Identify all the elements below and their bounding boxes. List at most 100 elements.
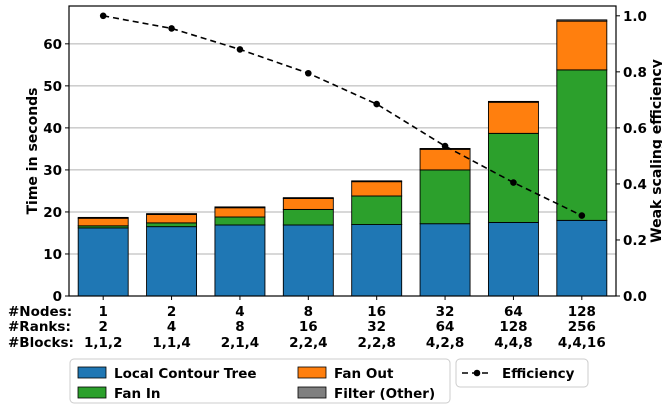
x-tick-label-nodes: 2	[167, 304, 176, 320]
efficiency-point	[99, 12, 107, 20]
efficiency-point	[373, 100, 380, 108]
bar-segment-filter-other	[214, 206, 266, 209]
bar-segment-fan-in	[351, 195, 403, 226]
efficiency-point	[441, 142, 449, 150]
y2-tick-label: 0.0	[623, 289, 647, 305]
y2-tick-label: 0.4	[623, 177, 647, 193]
x-tick-label-ranks: 256	[568, 319, 596, 335]
row-label-ranks: #Ranks:	[8, 319, 71, 335]
y-tick-label: 40	[43, 121, 62, 137]
legend-label: Local Contour Tree	[114, 366, 257, 382]
legend-efficiency-marker	[473, 369, 481, 377]
bar-segment-local-contour-tree	[282, 224, 334, 297]
efficiency-point	[236, 46, 244, 53]
y2-tick-label: 0.6	[623, 121, 647, 137]
bar-segment-fan-out	[351, 181, 403, 197]
x-tick-label-blocks: 1,1,4	[152, 335, 190, 351]
y2-axis-label: Weak scaling efficiency	[649, 59, 662, 243]
row-label-nodes: #Nodes:	[8, 304, 72, 320]
y2-tick-label: 1.0	[623, 9, 647, 25]
bar-segment-fan-out	[487, 101, 539, 134]
x-tick-label-ranks: 4	[167, 319, 176, 335]
bar-segment-fan-in	[556, 69, 608, 221]
x-tick-label-ranks: 2	[98, 319, 107, 335]
y-axis-label: Time in seconds	[25, 87, 41, 214]
legend-label: Efficiency	[502, 366, 575, 382]
legend-box-efficiency	[455, 358, 589, 388]
bar-segment-fan-out	[556, 20, 608, 71]
legend-swatch	[77, 366, 107, 379]
y-tick-label: 60	[43, 37, 62, 53]
legend-label: Fan Out	[334, 366, 394, 382]
bar-segment-local-contour-tree	[146, 226, 198, 297]
right-axis-ticks: 0.0 0.2 0.4 0.6 0.8 1.0	[616, 9, 647, 305]
y-tick-label: 20	[43, 205, 62, 221]
bar-segment-local-contour-tree	[487, 221, 539, 297]
bar-segment-fan-in	[282, 208, 334, 226]
x-tick-label-blocks: 2,2,8	[357, 335, 395, 351]
efficiency-line-path	[103, 15, 583, 217]
row-label-blocks: #Blocks:	[8, 335, 74, 351]
bar-segment-fan-out	[282, 198, 334, 210]
x-tick-label-ranks: 8	[235, 319, 244, 335]
bar-segment-filter-other	[282, 197, 334, 199]
x-tick-label-nodes: 4	[235, 304, 244, 320]
y-tick-label: 50	[43, 79, 62, 95]
efficiency-line	[99, 12, 586, 219]
bar-segment-filter-other	[351, 180, 403, 183]
x-tick-label-ranks: 32	[367, 319, 386, 335]
x-tick-label-blocks: 4,4,16	[558, 335, 606, 351]
bar-segment-filter-other	[487, 100, 539, 103]
y-tick-label: 10	[43, 247, 62, 263]
y-tick-label: 0	[53, 289, 62, 305]
x-tick-label-nodes: 16	[367, 304, 386, 320]
legend-label: Fan In	[114, 386, 161, 402]
x-tick-label-blocks: 4,2,8	[426, 335, 464, 351]
x-tick-label-ranks: 64	[436, 319, 455, 335]
bar-segment-filter-other	[556, 19, 608, 22]
x-tick-label-nodes: 64	[504, 304, 523, 320]
legend-label: Filter (Other)	[334, 386, 435, 402]
efficiency-point	[168, 25, 175, 32]
x-axis-ticks: 121,1,2241,1,4482,1,48162,2,416322,2,832…	[8, 296, 606, 351]
bar-segment-local-contour-tree	[419, 223, 471, 297]
x-tick-label-blocks: 2,2,4	[289, 335, 327, 351]
x-tick-label-blocks: 4,4,8	[494, 335, 532, 351]
bar-segment-fan-out	[146, 214, 198, 224]
y2-tick-label: 0.2	[623, 233, 647, 249]
bar-segment-local-contour-tree	[77, 227, 129, 297]
bar-segment-fan-in	[487, 132, 539, 223]
bar-segment-fan-out	[77, 217, 129, 227]
bar-segment-fan-in	[214, 216, 266, 226]
bar-segment-local-contour-tree	[214, 224, 266, 297]
left-axis-ticks: 0 10 20 30 40 50 60	[43, 37, 69, 305]
x-tick-label-nodes: 32	[436, 304, 455, 320]
y2-tick-label: 0.8	[623, 65, 647, 81]
legend-swatch	[77, 386, 107, 399]
bar-segment-fan-out	[214, 207, 266, 218]
x-tick-label-nodes: 128	[568, 304, 596, 320]
x-tick-label-nodes: 8	[304, 304, 313, 320]
plot-frame	[68, 5, 617, 297]
y-tick-label: 30	[43, 163, 62, 179]
bar-segment-fan-in	[146, 222, 198, 228]
bar-segment-local-contour-tree	[556, 219, 608, 297]
bar-segment-fan-in	[419, 169, 471, 225]
efficiency-point	[578, 212, 586, 219]
x-tick-label-nodes: 1	[98, 304, 107, 320]
bar-segment-filter-other	[146, 213, 198, 215]
x-tick-label-blocks: 2,1,4	[221, 335, 259, 351]
legend-swatch	[297, 366, 327, 379]
x-tick-label-ranks: 128	[499, 319, 527, 335]
legend-box	[69, 358, 451, 404]
bar-segment-fan-out	[419, 148, 471, 171]
x-tick-label-blocks: 1,1,2	[84, 335, 122, 351]
legend-swatch	[297, 386, 327, 399]
efficiency-point	[510, 179, 517, 186]
legend: Local Contour Tree Fan Out Fan In Filter (O…	[69, 358, 589, 404]
bar-segment-filter-other	[77, 216, 129, 219]
efficiency-point	[305, 69, 312, 77]
x-tick-label-ranks: 16	[299, 319, 318, 335]
stacked-bars	[77, 19, 608, 297]
